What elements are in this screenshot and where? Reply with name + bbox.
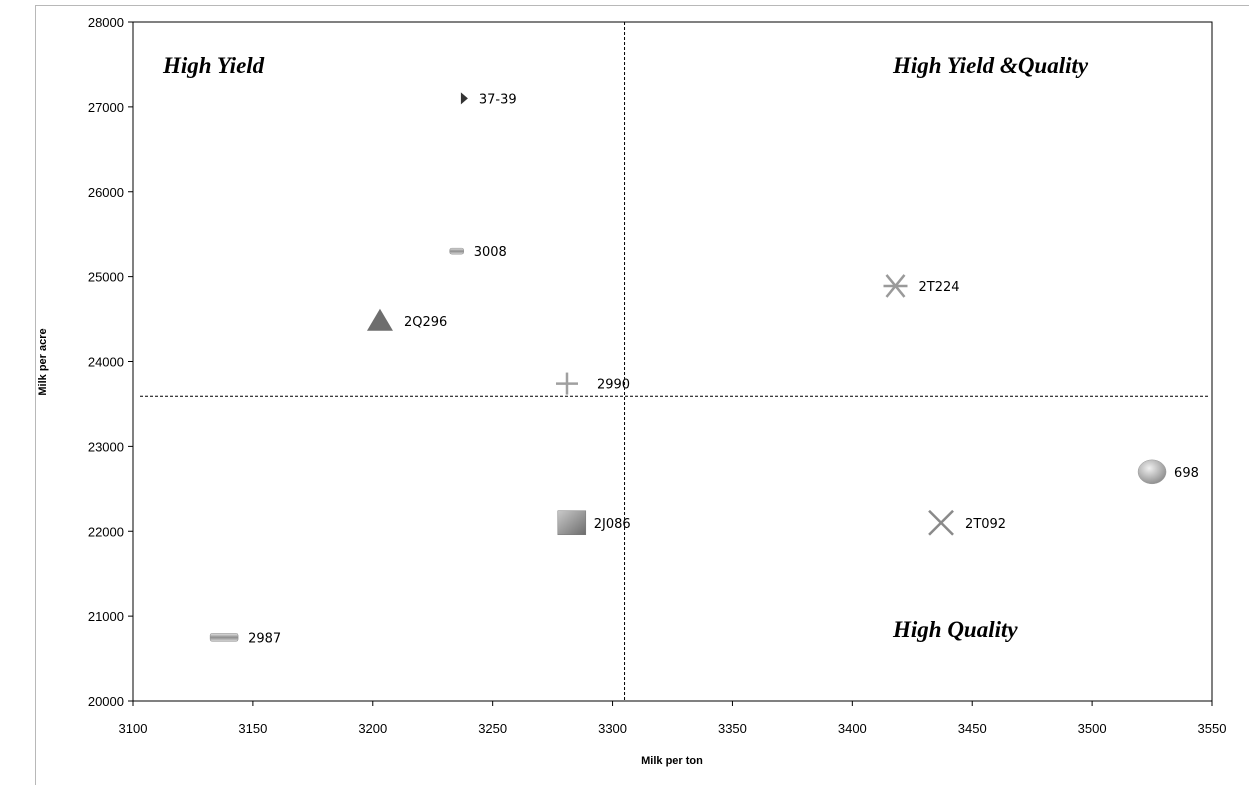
data-point-2q296: 2Q296 bbox=[366, 308, 447, 331]
x-tick-label: 3250 bbox=[478, 721, 507, 736]
y-tick-label: 24000 bbox=[88, 355, 124, 370]
x-tick-label: 3300 bbox=[598, 721, 627, 736]
data-point-2987: 2987 bbox=[209, 631, 281, 646]
marker-circle bbox=[1137, 459, 1167, 485]
quadrant-label-high-quality: High Quality bbox=[892, 617, 1018, 642]
point-label: 2990 bbox=[597, 378, 630, 393]
chart-frame bbox=[35, 5, 1249, 785]
point-label: 37-39 bbox=[479, 92, 517, 107]
data-points: 37-39 3008 2Q296 2990 2T224 698 2T092 2J086 2987 bbox=[209, 92, 1199, 646]
x-tick-label: 3550 bbox=[1198, 721, 1227, 736]
y-tick-label: 28000 bbox=[88, 15, 124, 30]
x-tick-label: 3200 bbox=[358, 721, 387, 736]
point-label: 2J086 bbox=[594, 517, 631, 532]
marker-bar bbox=[449, 247, 464, 255]
point-label: 2Q296 bbox=[404, 315, 447, 330]
y-tick-label: 23000 bbox=[88, 439, 124, 454]
x-tick-label: 3100 bbox=[119, 721, 148, 736]
x-axis-ticks: 3100 3150 3200 3250 3300 3350 3400 3450 3500 3550 bbox=[119, 701, 1227, 736]
x-tick-label: 3450 bbox=[958, 721, 987, 736]
data-point-3008: 3008 bbox=[449, 245, 507, 260]
marker-square bbox=[557, 510, 587, 536]
y-tick-label: 22000 bbox=[88, 524, 124, 539]
plot-area bbox=[132, 21, 1213, 702]
quadrant-label-high-yield: High Yield bbox=[162, 53, 265, 78]
data-point-2t092: 2T092 bbox=[928, 509, 1006, 536]
point-label: 698 bbox=[1174, 466, 1199, 481]
x-tick-label: 3400 bbox=[838, 721, 867, 736]
marker-asterisk-stroke bbox=[885, 274, 906, 298]
y-tick-label: 20000 bbox=[88, 694, 124, 709]
y-tick-label: 25000 bbox=[88, 270, 124, 285]
data-point-2j086: 2J086 bbox=[557, 510, 631, 536]
point-label: 3008 bbox=[474, 245, 507, 260]
data-point-698: 698 bbox=[1137, 459, 1199, 485]
x-tick-label: 3500 bbox=[1078, 721, 1107, 736]
point-label: 2987 bbox=[248, 631, 281, 646]
y-axis-title: Milk per acre bbox=[37, 328, 49, 395]
x-tick-label: 3350 bbox=[718, 721, 747, 736]
y-tick-label: 26000 bbox=[88, 185, 124, 200]
marker-triangle bbox=[366, 308, 393, 331]
marker-triangle-right bbox=[460, 92, 468, 105]
x-tick-label: 3150 bbox=[238, 721, 267, 736]
data-point-2990: 2990 bbox=[555, 372, 630, 395]
marker-bar bbox=[209, 633, 239, 642]
point-label: 2T092 bbox=[965, 517, 1006, 532]
marker-x-stroke bbox=[928, 509, 954, 536]
point-label: 2T224 bbox=[918, 280, 959, 295]
y-tick-label: 21000 bbox=[88, 609, 124, 624]
data-point-37-39: 37-39 bbox=[460, 92, 517, 107]
y-tick-label: 27000 bbox=[88, 100, 124, 115]
quadrant-label-high-yield-quality: High Yield &Quality bbox=[892, 53, 1089, 78]
data-point-2t224: 2T224 bbox=[883, 274, 960, 298]
x-axis-title: Milk per ton bbox=[641, 755, 703, 767]
y-axis-ticks: 20000 21000 22000 23000 24000 25000 26000 27000… bbox=[88, 15, 133, 709]
